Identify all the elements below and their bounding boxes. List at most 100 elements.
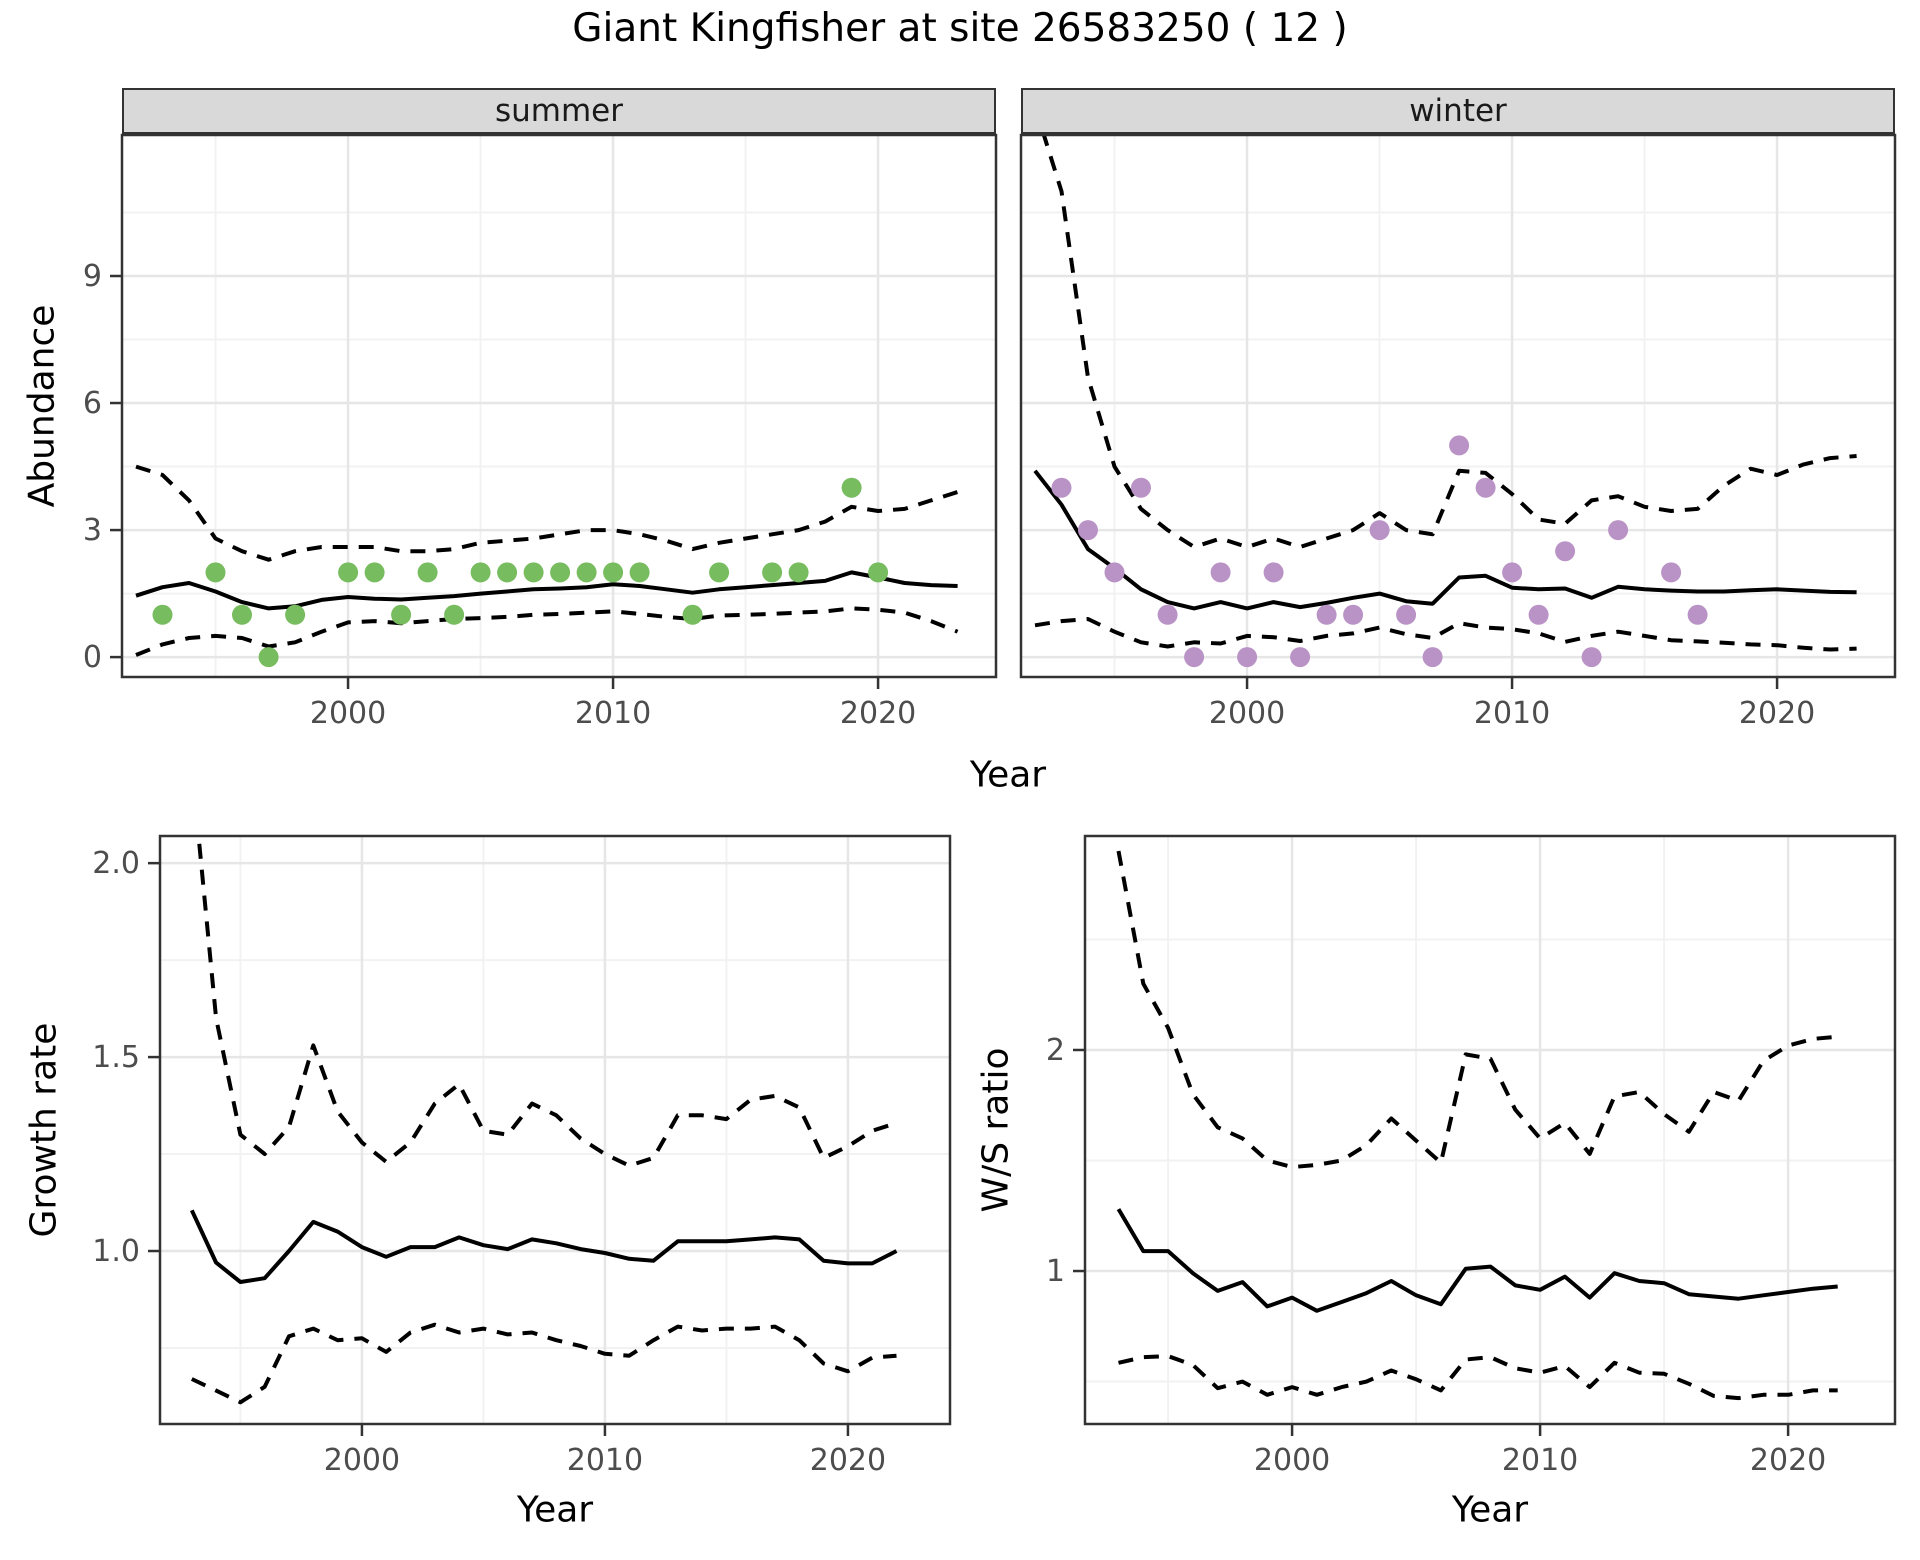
x-tick-label: 2010 xyxy=(1502,1443,1578,1478)
summer-point xyxy=(603,562,624,583)
x-tick-label: 2010 xyxy=(567,1443,643,1478)
median-line xyxy=(135,570,958,611)
summer-point xyxy=(364,562,385,583)
winter-point xyxy=(1555,541,1576,562)
upper-ci-line xyxy=(135,464,959,562)
panel-summer: 2000 2010 2020 0 3 6 9 xyxy=(83,133,998,731)
winter-point xyxy=(1449,435,1470,456)
winter-point xyxy=(1608,520,1629,541)
winter-point xyxy=(1104,562,1125,583)
x-tick-label: 2020 xyxy=(1750,1443,1826,1478)
x-tick-label: 2000 xyxy=(324,1443,400,1478)
summer-point xyxy=(788,562,809,583)
summer-point xyxy=(285,604,306,625)
median-line xyxy=(1116,1208,1838,1313)
lower-ci-line xyxy=(135,606,959,657)
lower-ci-line xyxy=(1034,617,1857,652)
winter-point xyxy=(1528,604,1549,625)
y-tick-label: 3 xyxy=(83,513,102,548)
summer-point xyxy=(841,477,862,498)
summer-point xyxy=(523,562,544,583)
facet-strip-winter: winter xyxy=(1021,88,1895,134)
upper-ci-line xyxy=(1116,850,1838,1170)
winter-point xyxy=(1051,477,1072,498)
y-tick-label: 0 xyxy=(83,640,102,675)
y-axis-title-ws-ratio: W/S ratio xyxy=(975,1047,1017,1213)
winter-point xyxy=(1422,647,1443,668)
y-tick-label: 1 xyxy=(1046,1254,1065,1289)
winter-point xyxy=(1475,477,1496,498)
page-title: Giant Kingfisher at site 26583250 ( 12 ) xyxy=(572,6,1348,51)
summer-points xyxy=(152,477,889,668)
facet-strip-summer: summer xyxy=(122,88,996,134)
median-line xyxy=(1033,469,1857,611)
winter-points xyxy=(1051,435,1708,668)
y-tick-label: 2.0 xyxy=(92,846,140,881)
winter-point xyxy=(1184,647,1205,668)
winter-point xyxy=(1263,562,1284,583)
winter-point xyxy=(1157,604,1178,625)
y-tick-label: 6 xyxy=(83,386,102,421)
facet-strip-winter-label: winter xyxy=(1409,93,1507,129)
panel-growth-rate-series xyxy=(189,836,898,1405)
y-axis-title-abundance: Abundance xyxy=(21,304,63,508)
summer-point xyxy=(550,562,571,583)
summer-point xyxy=(391,604,412,625)
summer-point xyxy=(682,604,703,625)
winter-point xyxy=(1131,477,1151,498)
x-axis-title-year-bottom-right: Year xyxy=(1451,1489,1529,1531)
summer-point xyxy=(709,562,730,583)
panel-summer-series xyxy=(135,464,959,668)
x-tick-label: 2000 xyxy=(1254,1443,1330,1478)
panel-border xyxy=(120,133,998,679)
summer-point xyxy=(576,562,597,583)
upper-ci-line xyxy=(196,836,898,1168)
winter-point xyxy=(1237,647,1258,668)
x-axis-title-year-bottom-left: Year xyxy=(516,1489,594,1531)
winter-point xyxy=(1502,562,1523,583)
panel-border xyxy=(158,834,952,1426)
upper-ci-line xyxy=(1041,135,1857,549)
summer-point xyxy=(497,562,518,583)
y-tick-label: 1.5 xyxy=(92,1040,140,1075)
winter-point xyxy=(1316,604,1337,625)
summer-point xyxy=(152,604,173,625)
lower-ci-line xyxy=(190,1322,897,1405)
x-tick-label: 2020 xyxy=(1739,696,1815,731)
winter-point xyxy=(1369,520,1390,541)
x-tick-label: 2010 xyxy=(575,696,651,731)
winter-point xyxy=(1343,604,1364,625)
x-tick-label: 2000 xyxy=(310,696,386,731)
summer-point xyxy=(868,562,889,583)
x-tick-label: 2020 xyxy=(810,1443,886,1478)
summer-point xyxy=(338,562,359,583)
summer-point xyxy=(762,562,783,583)
lower-ci-line xyxy=(1118,1354,1838,1401)
y-tick-label: 2 xyxy=(1046,1033,1065,1068)
winter-point xyxy=(1290,647,1311,668)
summer-point xyxy=(258,647,279,668)
median-line xyxy=(189,1209,898,1284)
panel-winter: 2000 2010 2020 xyxy=(1019,133,1897,731)
y-tick-label: 9 xyxy=(83,259,102,294)
facet-strip-summer-label: summer xyxy=(494,93,623,129)
x-tick-label: 2000 xyxy=(1209,696,1285,731)
x-tick-label: 2020 xyxy=(840,696,916,731)
y-tick-label: 1.0 xyxy=(92,1234,140,1269)
x-tick-label: 2010 xyxy=(1474,696,1550,731)
summer-point xyxy=(417,562,438,583)
summer-point xyxy=(444,604,465,625)
winter-point xyxy=(1078,520,1098,541)
winter-point xyxy=(1210,562,1231,583)
summer-point xyxy=(232,604,252,625)
panel-ws-ratio: 2000 2010 2020 1 2 xyxy=(1046,834,1897,1478)
winter-point xyxy=(1581,647,1602,668)
panel-border xyxy=(1083,834,1897,1426)
summer-point xyxy=(470,562,491,583)
winter-point xyxy=(1661,562,1682,583)
y-axis-title-growth-rate: Growth rate xyxy=(23,1022,65,1238)
summer-point xyxy=(205,562,226,583)
panel-growth-rate: 2000 2010 2020 1.0 1.5 2.0 xyxy=(92,834,952,1478)
